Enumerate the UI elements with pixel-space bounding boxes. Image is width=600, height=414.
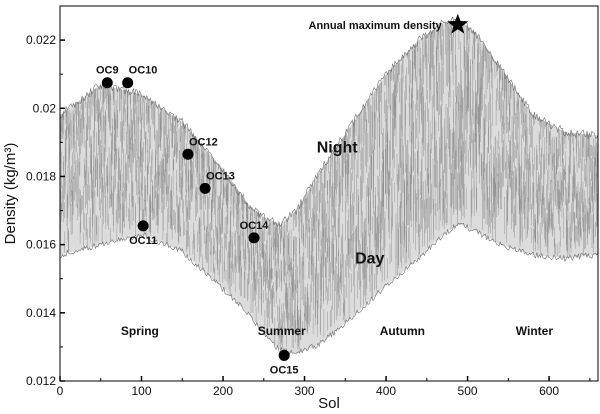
density-scatter (59, 16, 599, 355)
marker-point (122, 77, 134, 89)
y-tick-label: 0.02 (33, 101, 57, 115)
marker-label: OC11 (129, 235, 157, 247)
marker-point (182, 148, 194, 160)
annotation-label: Summer (258, 324, 306, 338)
y-tick-label: 0.018 (26, 169, 56, 183)
y-axis-title: Density (kg/m³) (2, 143, 19, 245)
annotation-label: Spring (121, 324, 159, 338)
y-tick-label: 0.016 (26, 238, 56, 252)
annotations: Night Day Spring Summer Autumn Winter (121, 140, 553, 338)
x-axis-title: Sol (318, 395, 340, 412)
x-tick-label: 500 (458, 384, 478, 398)
density-upper-edge (59, 16, 599, 228)
annual-maximum-star (447, 13, 469, 34)
annual-maximum-label: Annual maximum density (309, 20, 443, 32)
y-tick-label: 0.022 (26, 33, 56, 47)
marker-point (199, 182, 211, 194)
x-tick-label: 400 (376, 384, 396, 398)
density-band-fill (60, 19, 598, 354)
annotation-label: Night (317, 140, 359, 157)
x-tick-label: 600 (539, 384, 559, 398)
annotation-label: Day (355, 250, 384, 267)
marker-label: OC13 (206, 170, 235, 182)
y-axis: 0.012 0.014 0.016 0.018 0.02 0.022 (26, 33, 65, 388)
density-lower-edge (59, 222, 599, 355)
plot-frame (59, 5, 599, 382)
x-tick-label: 100 (131, 384, 151, 398)
marker-point (101, 77, 113, 89)
annotation-label: Autumn (380, 324, 425, 338)
marker-point (137, 220, 149, 232)
x-axis: 0 100 200 300 400 500 600 (57, 376, 591, 398)
markers: OC9 OC10 OC11 OC12 OC13 OC14 OC15 Annual maximu… (96, 13, 469, 376)
marker-label: OC10 (129, 65, 158, 77)
marker-label: OC9 (96, 65, 119, 77)
marker-point (248, 232, 260, 244)
y-tick-label: 0.014 (26, 306, 56, 320)
annotation-label: Winter (516, 324, 554, 338)
marker-label: OC12 (189, 136, 218, 148)
density-band (60, 19, 598, 354)
x-tick-label: 0 (57, 384, 64, 398)
marker-label: OC14 (240, 220, 270, 232)
y-tick-label: 0.012 (26, 374, 56, 388)
marker-point (278, 349, 290, 361)
x-tick-label: 300 (295, 384, 315, 398)
x-tick-label: 200 (213, 384, 233, 398)
marker-label: OC15 (270, 364, 299, 376)
